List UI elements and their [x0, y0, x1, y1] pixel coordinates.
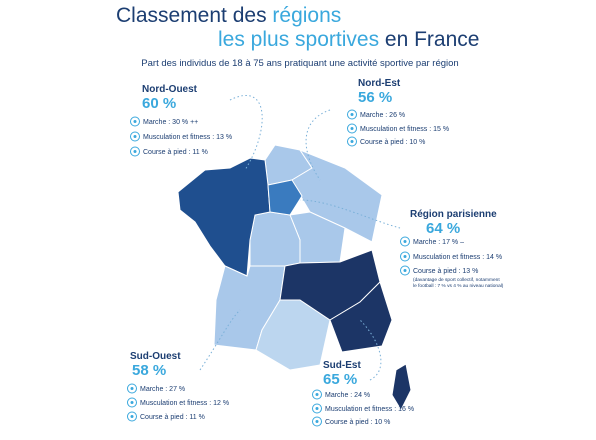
region-note: (davantage de sport collectif, notamment	[413, 277, 500, 283]
region-shape	[177, 157, 271, 277]
activity-icon	[315, 420, 319, 423]
activity-icon	[133, 120, 137, 123]
region-name: Région parisienne	[410, 209, 497, 220]
activity-label: Course à pied : 11 %	[140, 414, 205, 421]
region-note: le football : 7 % vs 4 % au niveau natio…	[413, 283, 504, 289]
activity-label: Course à pied : 10 %	[360, 139, 425, 146]
activity-icon	[130, 387, 134, 390]
region-shape	[391, 363, 412, 412]
activity-icon	[350, 127, 354, 130]
activity-icon	[403, 255, 407, 258]
activity-icon	[347, 136, 357, 147]
activity-icon	[347, 123, 357, 134]
region-share: 58 %	[132, 362, 166, 379]
activity-icon	[130, 401, 134, 404]
activity-label: Musculation et fitness : 16 %	[325, 406, 414, 413]
title-part: Classement des	[116, 4, 272, 27]
region-share: 64 %	[426, 220, 460, 237]
activity-label: Marche : 24 %	[325, 392, 370, 399]
region-shape	[329, 281, 393, 353]
activity-icon	[130, 116, 140, 127]
activity-icon	[400, 236, 410, 247]
activity-icon	[312, 389, 322, 400]
activity-label: Course à pied : 13 %	[413, 268, 478, 275]
activity-icon	[127, 397, 137, 408]
activity-icon	[403, 240, 407, 243]
activity-label: Marche : 27 %	[140, 386, 185, 393]
connectors	[199, 94, 401, 381]
region-share: 60 %	[142, 95, 176, 112]
region-name: Nord-Ouest	[142, 84, 198, 95]
activity-label: Musculation et fitness : 13 %	[143, 134, 232, 141]
activity-icon	[130, 415, 134, 418]
connector	[199, 309, 241, 371]
connector	[305, 109, 331, 181]
activity-label: Musculation et fitness : 14 %	[413, 254, 502, 261]
activity-icon	[127, 383, 137, 394]
subtitle: Part des individus de 18 à 75 ans pratiq…	[141, 58, 458, 69]
region-name: Nord-Est	[358, 78, 401, 89]
region-shape	[267, 179, 303, 216]
activity-label: Course à pied : 10 %	[325, 419, 390, 426]
title: Classement des régions	[116, 4, 341, 27]
activity-icon	[350, 140, 354, 143]
map	[177, 144, 412, 412]
activity-icon	[315, 407, 319, 410]
connector	[299, 199, 401, 229]
activity-icon	[350, 113, 354, 116]
activity-label: Marche : 30 % ++	[143, 119, 198, 126]
activity-icon	[312, 403, 322, 414]
activity-label: Marche : 17 % –	[413, 239, 464, 246]
title-part: en France	[379, 28, 479, 51]
activity-label: Course à pied : 11 %	[143, 149, 208, 156]
activity-icon	[127, 411, 137, 422]
region-share: 56 %	[358, 89, 392, 106]
region-shape	[249, 211, 301, 267]
activity-icon	[130, 131, 140, 142]
activity-icon	[312, 416, 322, 427]
activity-icon	[133, 135, 137, 138]
activity-icon	[403, 269, 407, 272]
activity-icon	[347, 109, 357, 120]
region-name: Sud-Ouest	[130, 351, 181, 362]
activity-label: Marche : 26 %	[360, 112, 405, 119]
activity-label: Musculation et fitness : 15 %	[360, 126, 449, 133]
activity-icon	[133, 150, 137, 153]
connector	[229, 94, 263, 171]
title-part: les plus sportives	[218, 28, 379, 51]
activity-icon	[400, 265, 410, 276]
title: les plus sportives en France	[218, 28, 479, 51]
region-name: Sud-Est	[323, 360, 361, 371]
region-share: 65 %	[323, 371, 357, 388]
activity-icon	[130, 146, 140, 157]
activity-icon	[315, 393, 319, 396]
title-part: régions	[272, 4, 341, 27]
activity-label: Musculation et fitness : 12 %	[140, 400, 229, 407]
activity-icon	[400, 251, 410, 262]
